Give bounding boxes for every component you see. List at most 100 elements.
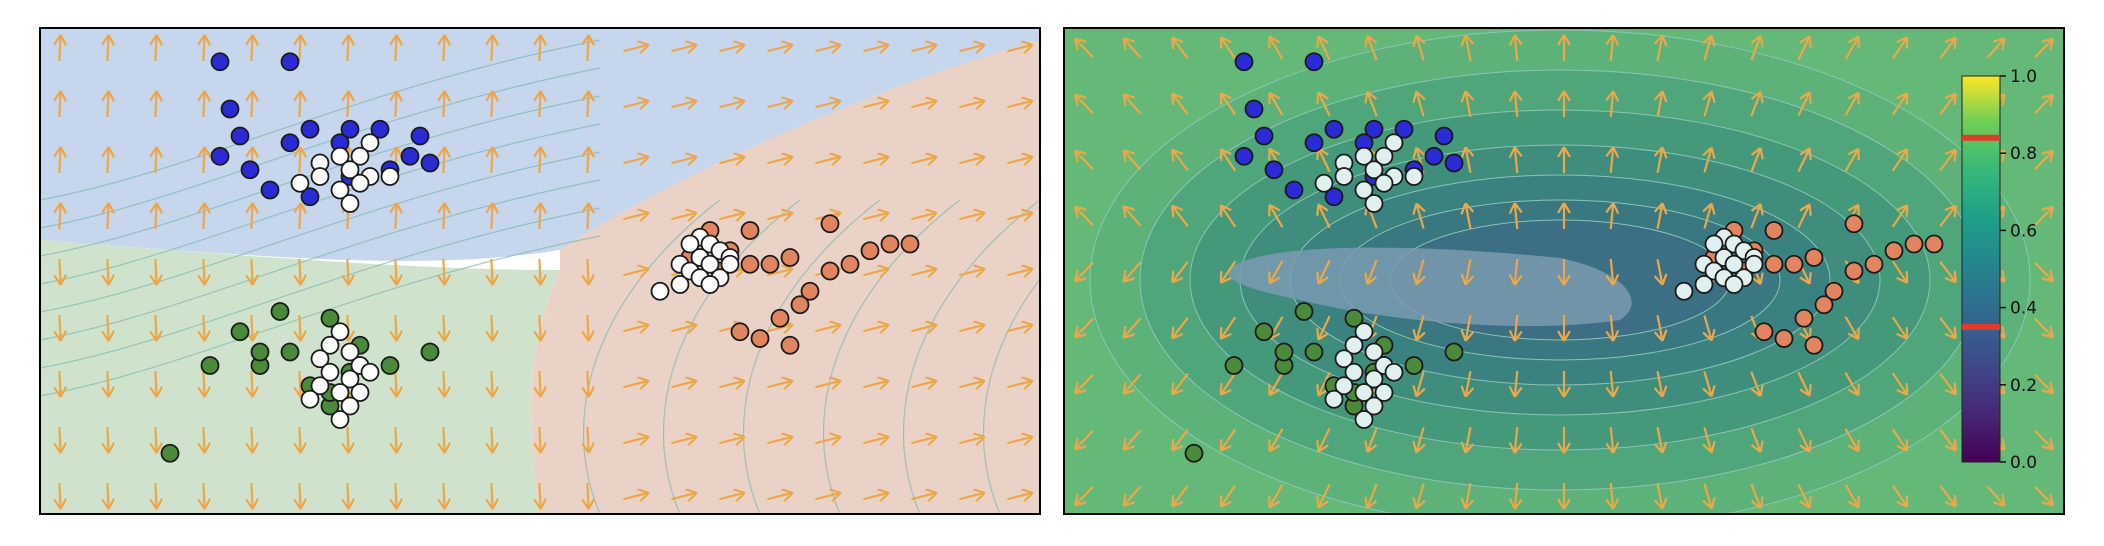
vector-arrow [341, 258, 356, 286]
vector-arrow [719, 208, 746, 222]
vector-arrow [53, 34, 68, 62]
vector-arrow [53, 482, 68, 510]
panel-1-frame [39, 27, 1041, 515]
vector-arrow [1219, 484, 1237, 508]
vector-arrow [1007, 152, 1034, 166]
vector-arrow [2034, 485, 2055, 507]
data-point [760, 254, 780, 274]
data-point [1364, 119, 1384, 139]
vector-arrow [911, 264, 938, 278]
vector-arrow [2034, 93, 2055, 115]
vector-arrow [1268, 260, 1284, 285]
vector-arrow [1122, 37, 1142, 59]
vector-arrow [1750, 371, 1764, 398]
vector-arrow [53, 146, 68, 174]
vector-arrow [1844, 316, 1860, 341]
panel-2-heatmap [1063, 27, 2065, 515]
data-point [1344, 335, 1364, 355]
data-point [280, 342, 300, 362]
vector-arrow [911, 432, 938, 446]
vector-arrow [101, 90, 116, 118]
vector-arrow [959, 320, 986, 334]
vector-arrow [1891, 484, 1909, 508]
data-point [340, 369, 360, 389]
vector-arrow [1316, 427, 1331, 453]
vector-arrow [485, 90, 500, 118]
vector-arrow [149, 314, 164, 342]
vector-arrow [1891, 36, 1909, 60]
vector-arrow [197, 202, 212, 230]
colorbar-tick-label: 0.6 [2010, 221, 2037, 241]
vector-arrow [1844, 35, 1860, 60]
vector-arrow [863, 264, 890, 278]
data-point [740, 254, 760, 274]
vector-arrow [1702, 483, 1716, 510]
vector-arrow [623, 376, 650, 390]
vector-arrow [1891, 148, 1909, 172]
data-point [720, 254, 740, 274]
data-point [1364, 160, 1384, 180]
vector-arrow [911, 488, 938, 502]
vector-arrow [149, 482, 164, 510]
vector-arrow [1508, 314, 1523, 342]
vector-arrow [863, 488, 890, 502]
vector-arrow [1073, 429, 1094, 451]
data-point [1694, 275, 1714, 294]
vector-arrow [1073, 205, 1094, 227]
vector-arrow [389, 370, 404, 398]
vector-arrow [1073, 485, 1094, 507]
vector-arrow [1007, 488, 1034, 502]
data-point [310, 349, 330, 369]
vector-arrow [1219, 204, 1237, 228]
vector-arrow [719, 376, 746, 390]
data-point [800, 281, 820, 301]
vector-arrow [101, 146, 116, 174]
vector-arrow [1364, 483, 1378, 510]
vector-arrow [1939, 261, 1958, 284]
vector-arrow [815, 488, 842, 502]
data-point [1404, 356, 1424, 375]
data-point [200, 356, 220, 375]
data-point [1444, 153, 1464, 173]
data-point [650, 281, 670, 301]
data-point [1844, 261, 1864, 281]
vector-arrow [533, 202, 548, 230]
vector-arrow [293, 146, 308, 174]
vector-arrow [1268, 203, 1284, 228]
data-point [1924, 234, 1944, 254]
colorbar-marker [1962, 323, 2000, 330]
vector-arrow [1844, 91, 1860, 116]
vector-arrow [671, 208, 698, 222]
vector-arrow [1007, 208, 1034, 222]
vector-arrow [1412, 483, 1426, 510]
vector-arrow [437, 370, 452, 398]
vector-arrow [815, 320, 842, 334]
data-point [1384, 133, 1404, 153]
vector-arrow [1268, 484, 1284, 509]
vector-arrow [1939, 148, 1958, 171]
vector-arrow [1797, 91, 1812, 117]
vector-arrow [863, 208, 890, 222]
vector-arrow [533, 146, 548, 174]
data-point [1324, 119, 1344, 139]
vector-arrow [581, 370, 596, 398]
vector-arrow [1750, 90, 1764, 117]
contour-line [40, 67, 601, 229]
vector-arrow [485, 34, 500, 62]
vector-arrow [293, 34, 308, 62]
vector-arrow [1073, 373, 1094, 395]
vector-arrow [293, 90, 308, 118]
vector-arrow [1750, 34, 1764, 61]
contour-line [40, 207, 601, 369]
vector-arrow [1460, 371, 1475, 398]
vector-arrow [863, 152, 890, 166]
vector-arrow [581, 258, 596, 286]
vector-arrow [623, 40, 650, 54]
vector-arrow [1412, 259, 1426, 286]
vector-arrow [1891, 316, 1909, 340]
data-point [1384, 362, 1404, 382]
vector-arrow [959, 264, 986, 278]
vector-arrow [2034, 205, 2055, 227]
vector-arrow [341, 482, 356, 510]
